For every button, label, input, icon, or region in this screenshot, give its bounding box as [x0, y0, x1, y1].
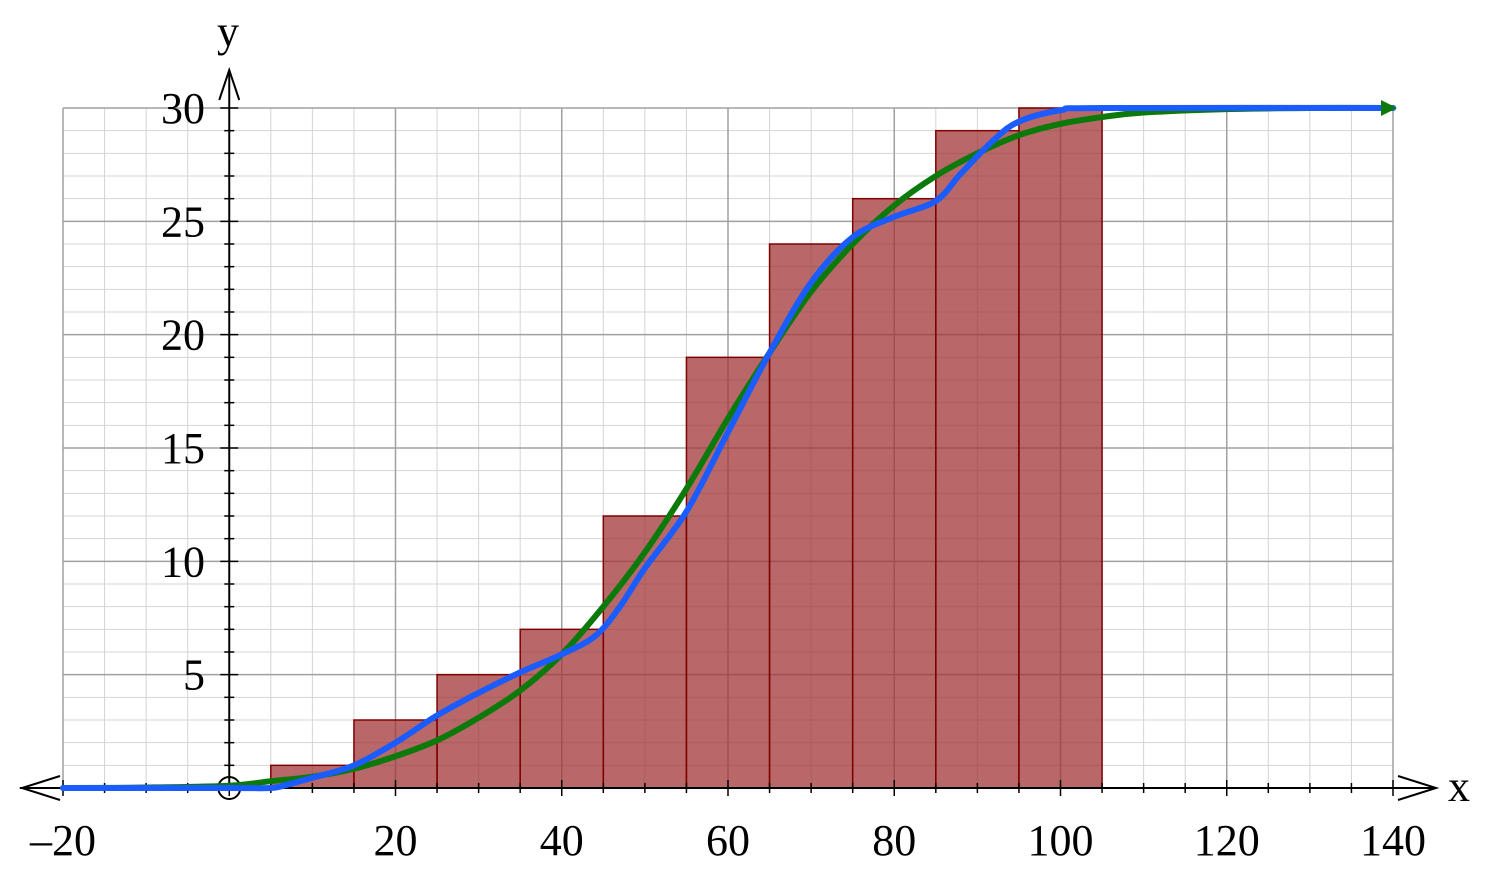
y-tick-label: 20 — [161, 311, 205, 360]
x-axis-arrow-left — [18, 775, 61, 801]
histogram-bar — [851, 197, 937, 789]
y-tick-label: 30 — [161, 84, 205, 133]
y-axis-label: y — [217, 7, 239, 56]
labels: x y –20 20 40 60 80 100 120 140 5 10 15 20 25 30 — [29, 7, 1470, 865]
y-tick-label: 10 — [161, 537, 205, 586]
y-tick-label: 15 — [161, 424, 205, 473]
x-tick-label: 60 — [706, 816, 750, 865]
histogram-bar — [935, 129, 1020, 789]
x-tick-label: 40 — [540, 816, 584, 865]
x-axis-label: x — [1448, 762, 1470, 811]
y-axis-arrow — [218, 66, 241, 101]
x-tick-label: 100 — [1028, 816, 1094, 865]
histogram-bar — [685, 356, 771, 789]
curve-end-arrow — [1381, 100, 1397, 116]
curves — [60, 100, 1397, 792]
y-tick-label: 5 — [183, 651, 205, 700]
series-line-blue — [60, 104, 1396, 792]
x-tick-label: 120 — [1194, 816, 1260, 865]
x-tick-label: 20 — [374, 816, 418, 865]
histogram-bar — [1018, 107, 1103, 789]
x-tick-label: 80 — [872, 816, 916, 865]
x-tick-label: 140 — [1360, 816, 1426, 865]
x-tick-label: –20 — [29, 816, 96, 865]
y-tick-label: 25 — [161, 197, 205, 246]
x-axis-arrow-right — [1397, 775, 1440, 801]
